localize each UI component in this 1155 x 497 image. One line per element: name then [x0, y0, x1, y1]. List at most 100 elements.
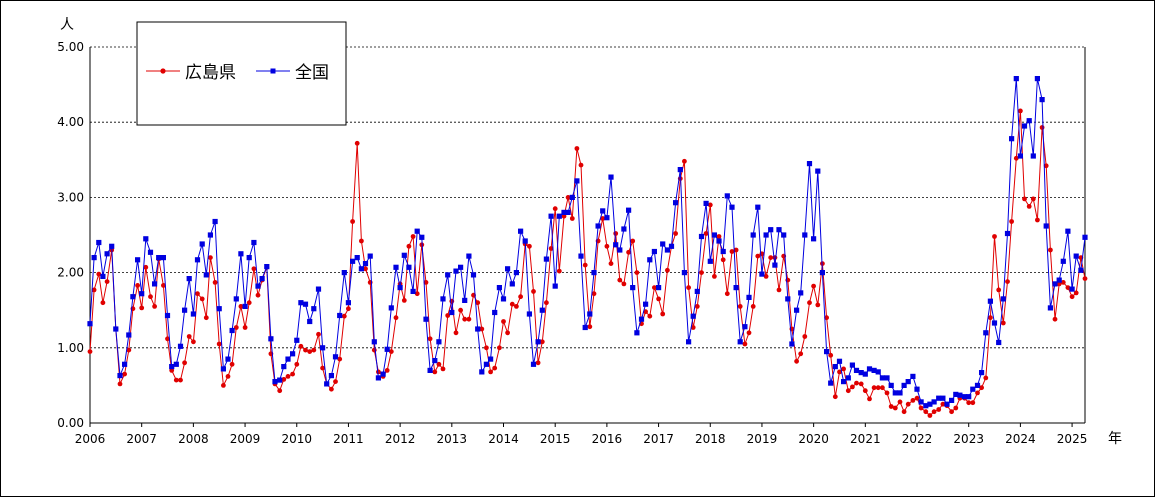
data-point: [307, 349, 313, 354]
data-point: [927, 413, 933, 418]
y-tick-label: 3.00: [57, 190, 84, 204]
data-point: [755, 253, 761, 259]
data-point: [832, 394, 838, 400]
data-point: [548, 246, 554, 251]
data-point: [341, 270, 347, 276]
data-point: [337, 312, 343, 319]
data-point: [802, 334, 808, 339]
data-point: [143, 236, 149, 242]
data-point: [91, 255, 97, 261]
data-point: [152, 304, 158, 309]
data-point: [841, 366, 846, 372]
data-point: [1030, 153, 1036, 159]
series-line-1: [89, 78, 1086, 407]
data-point: [199, 296, 205, 302]
data-point: [720, 257, 726, 263]
data-point: [1052, 281, 1058, 287]
data-point: [768, 255, 774, 260]
data-point: [216, 306, 222, 312]
legend-label-0: 広島県: [185, 63, 236, 83]
data-point: [733, 247, 739, 253]
data-point: [1052, 316, 1058, 322]
data-point: [634, 270, 640, 275]
legend-box: [136, 21, 347, 126]
data-point: [527, 243, 532, 249]
data-point: [203, 272, 209, 278]
data-point: [436, 361, 442, 367]
data-point: [1069, 286, 1075, 292]
data-point: [251, 266, 257, 272]
data-point: [923, 409, 929, 415]
data-point: [178, 377, 183, 383]
series-line-0: [89, 110, 1086, 417]
data-point: [238, 304, 244, 309]
data-point: [608, 174, 614, 180]
data-point: [500, 296, 507, 302]
data-point: [703, 200, 709, 206]
data-point: [298, 343, 304, 349]
data-point: [707, 258, 713, 264]
data-point: [811, 236, 817, 242]
x-tick-label: 2020: [798, 432, 829, 446]
data-point: [966, 400, 972, 406]
data-point: [1043, 223, 1049, 229]
y-tick-label: 1.00: [57, 341, 84, 355]
data-point: [96, 271, 102, 277]
x-tick-label: 2010: [281, 432, 312, 446]
data-point: [488, 369, 493, 375]
data-point: [613, 231, 619, 236]
data-point: [953, 391, 959, 397]
data-point: [1030, 196, 1036, 202]
data-point: [690, 313, 696, 319]
data-point: [643, 301, 649, 307]
data-point: [665, 267, 670, 273]
data-point: [109, 243, 115, 249]
data-point: [660, 311, 666, 317]
data-point: [543, 256, 549, 262]
data-point: [591, 270, 597, 276]
data-point: [772, 255, 778, 260]
data-point: [716, 234, 722, 239]
data-point: [148, 294, 153, 300]
data-point: [388, 305, 394, 311]
data-point: [479, 369, 485, 375]
data-point: [867, 396, 872, 402]
data-point: [742, 324, 748, 330]
data-point: [535, 360, 541, 366]
data-point: [1039, 97, 1045, 103]
data-point: [203, 315, 209, 321]
data-point: [216, 341, 222, 347]
data-point: [311, 347, 317, 353]
data-point: [354, 255, 360, 261]
data-point: [194, 257, 201, 263]
data-point: [406, 243, 412, 249]
data-point: [410, 288, 416, 294]
data-point: [238, 251, 244, 257]
data-point: [914, 395, 920, 401]
x-tick-label: 2011: [333, 432, 364, 446]
data-point: [828, 380, 834, 386]
legend-marker-0: [160, 68, 166, 74]
data-point: [781, 232, 787, 238]
data-point: [320, 345, 326, 351]
data-point: [362, 261, 369, 267]
data-point: [755, 204, 761, 210]
data-point: [888, 404, 894, 409]
data-point: [854, 380, 859, 386]
data-point: [565, 195, 571, 200]
data-point: [884, 390, 890, 396]
data-point: [957, 392, 963, 398]
data-point: [724, 193, 730, 199]
data-point: [359, 238, 364, 244]
data-point: [737, 304, 743, 309]
data-point: [290, 351, 296, 357]
data-point: [600, 208, 606, 214]
data-point: [246, 255, 252, 261]
data-point: [552, 283, 558, 289]
data-point: [849, 362, 855, 368]
data-point: [759, 271, 765, 277]
data-point: [96, 239, 102, 246]
data-point: [246, 300, 252, 306]
data-point: [923, 403, 929, 409]
data-point: [91, 287, 97, 293]
